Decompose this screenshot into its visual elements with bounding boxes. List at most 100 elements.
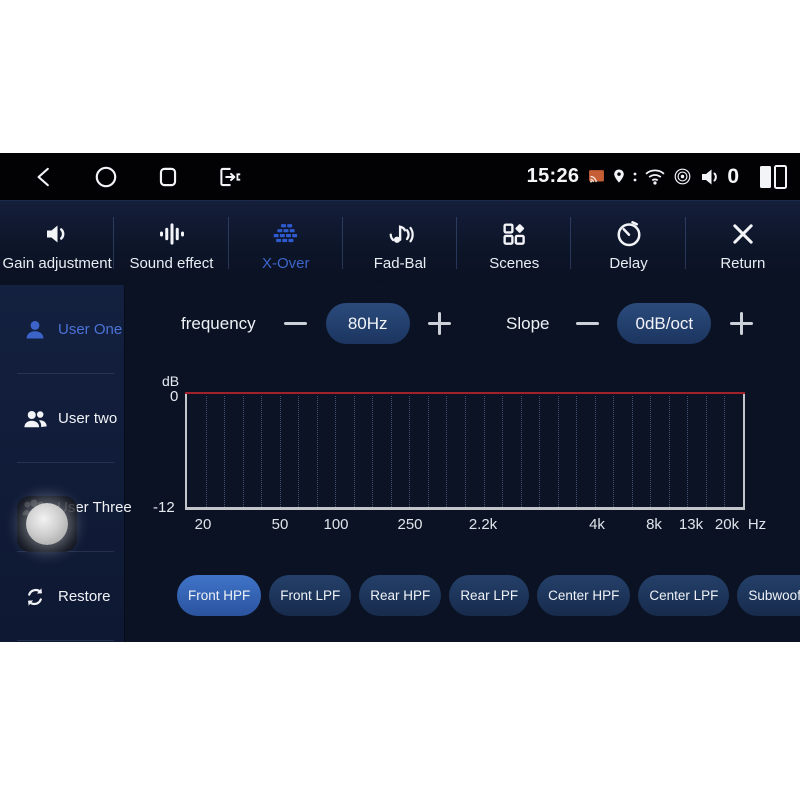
timer-icon: [614, 218, 644, 250]
home-button[interactable]: [92, 163, 120, 191]
back-button[interactable]: [30, 163, 58, 191]
exit-app-button[interactable]: [216, 163, 244, 191]
filter-center-hpf[interactable]: Center HPF: [537, 575, 631, 616]
slope-plus-button[interactable]: [727, 310, 755, 338]
gridline: [668, 396, 670, 507]
slope-value[interactable]: 0dB/oct: [617, 303, 712, 344]
gridline: [502, 396, 504, 507]
sidebar-item-user-two[interactable]: User two: [0, 374, 124, 463]
gridline: [576, 396, 578, 507]
gridline: [335, 396, 337, 507]
grid-diamond-icon: [499, 218, 529, 250]
tab-label: Sound effect: [129, 255, 214, 272]
filter-subwoofer[interactable]: Subwoofer..: [737, 575, 800, 616]
tab-delay[interactable]: Delay: [571, 201, 686, 285]
tab-sound-effect[interactable]: Sound effect: [114, 201, 229, 285]
gridline: [594, 396, 596, 507]
gridline: [446, 396, 448, 507]
sidebar-item-user-one[interactable]: User One: [0, 285, 124, 374]
note-waves-icon: [385, 218, 415, 250]
gridline: [650, 396, 652, 507]
gridline: [557, 396, 559, 507]
tab-label: Gain adjustment: [2, 255, 112, 272]
y-axis-unit: dB: [162, 373, 180, 389]
filter-front-hpf[interactable]: Front HPF: [177, 575, 262, 616]
sidebar-item-restore[interactable]: Restore: [0, 552, 124, 641]
gridline: [724, 396, 726, 507]
slope-control: Slope 0dB/oct: [506, 303, 755, 344]
filter-rear-hpf[interactable]: Rear HPF: [359, 575, 442, 616]
gridline: [539, 396, 541, 507]
gridline: [316, 396, 318, 507]
gridline: [242, 396, 244, 507]
gridline: [705, 396, 707, 507]
sidebar-item-label: User One: [58, 321, 123, 338]
tab-scenes[interactable]: Scenes: [457, 201, 572, 285]
filter-front-lpf[interactable]: Front LPF: [269, 575, 352, 616]
tab-return[interactable]: Return: [686, 201, 800, 285]
floating-assistive-button[interactable]: [17, 496, 77, 552]
android-nav-buttons: [30, 163, 244, 191]
gridline: [687, 396, 689, 507]
x-tick: 20k: [714, 516, 740, 533]
head-unit-screen: 15:26 0: [0, 153, 800, 642]
tab-label: X-Over: [261, 255, 310, 272]
plus-icon: [729, 312, 753, 335]
y-tick-minus12: -12: [153, 499, 175, 516]
hotspot-icon: [673, 167, 692, 186]
frequency-value[interactable]: 80Hz: [325, 303, 410, 344]
sidebar-item-label: Restore: [58, 588, 111, 605]
tab-bar: Gain adjustment Sound effect X-Over Fad-…: [0, 200, 800, 285]
x-tick: 4k: [589, 516, 605, 533]
sidebar-item-label: User two: [58, 410, 118, 427]
assistive-ball-icon: [26, 503, 68, 545]
gridline: [372, 396, 374, 507]
gridline: [205, 396, 207, 507]
tab-label: Delay: [609, 255, 648, 272]
gridline: [465, 396, 466, 507]
main-panel: frequency 80Hz Slope 0dB/oct dB 0 -12: [125, 285, 800, 642]
frequency-minus-button[interactable]: [282, 310, 310, 338]
x-tick: 100: [323, 516, 349, 533]
frequency-control: frequency 80Hz: [181, 303, 454, 344]
gridline: [409, 396, 411, 507]
tab-gain-adjustment[interactable]: Gain adjustment: [0, 201, 115, 285]
crossover-bars-icon: [270, 218, 302, 250]
y-tick-0: 0: [170, 388, 179, 405]
equalizer-bars-icon: [156, 218, 186, 250]
user-single-icon: [21, 316, 48, 343]
x-tick: 20: [194, 516, 212, 533]
cast-icon: [588, 169, 605, 184]
response-curve: [185, 392, 745, 394]
gridline: [483, 396, 485, 507]
battery-split-icon: [758, 164, 788, 190]
slope-label: Slope: [506, 313, 550, 333]
close-x-icon: [729, 218, 757, 250]
tab-label: Scenes: [489, 255, 540, 272]
x-tick: 250: [397, 516, 423, 533]
x-tick: 13k: [678, 516, 704, 533]
tab-fad-bal[interactable]: Fad-Bal: [343, 201, 458, 285]
volume-level: 0: [727, 164, 739, 188]
gridline: [631, 396, 633, 507]
filter-rear-lpf[interactable]: Rear LPF: [449, 575, 530, 616]
filter-center-lpf[interactable]: Center LPF: [638, 575, 730, 616]
gridline: [298, 396, 300, 507]
restore-refresh-icon: [21, 583, 48, 610]
tab-label: Return: [720, 255, 766, 272]
tab-x-over[interactable]: X-Over: [229, 201, 344, 285]
gridline: [261, 396, 263, 507]
status-indicators: 15:26 0: [527, 164, 788, 190]
crossover-controls: frequency 80Hz Slope 0dB/oct: [125, 303, 800, 345]
recents-button[interactable]: [154, 163, 182, 191]
exit-app-icon: [220, 167, 241, 186]
slope-minus-button[interactable]: [573, 310, 601, 338]
x-axis-unit: Hz: [747, 516, 767, 533]
gridline: [279, 396, 281, 507]
minus-icon: [575, 322, 599, 325]
gridline: [520, 396, 522, 507]
user-double-icon: [21, 405, 48, 432]
minus-icon: [284, 322, 308, 325]
frequency-plus-button[interactable]: [426, 310, 454, 338]
wifi-icon: [644, 168, 666, 185]
